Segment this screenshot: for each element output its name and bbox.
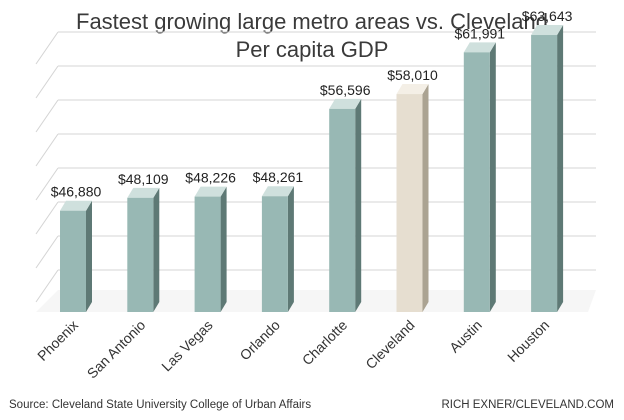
grid-line-slant	[35, 235, 59, 269]
bar	[396, 94, 423, 312]
data-label: $46,880	[51, 184, 102, 200]
data-label: $61,991	[454, 25, 505, 41]
bar-top	[463, 42, 496, 53]
bar-top	[261, 186, 294, 197]
bar	[127, 197, 154, 312]
x-tick-label: Austin	[446, 317, 485, 356]
bar-side	[489, 42, 496, 312]
bar-side	[287, 186, 294, 312]
grid-line-slant	[35, 201, 59, 235]
x-tick-label: San Antonio	[84, 317, 149, 382]
grid-line-slant	[35, 133, 59, 167]
bar-top	[396, 84, 429, 95]
x-tick-label: Charlotte	[299, 317, 351, 369]
grid-line-slant	[35, 99, 59, 133]
bar-side	[557, 25, 564, 312]
bar-side	[153, 187, 160, 312]
bar	[194, 196, 221, 312]
bar-top	[60, 200, 92, 211]
chart-title: Fastest growing large metro areas vs. Cl…	[76, 9, 548, 34]
data-label: $58,010	[387, 67, 438, 83]
bar-side	[220, 186, 227, 312]
data-label: $63,643	[522, 8, 573, 24]
chart-floor	[36, 290, 596, 312]
x-tick-label: Cleveland	[362, 317, 417, 372]
grid-line-slant	[35, 31, 59, 65]
bar-top	[194, 186, 227, 197]
bar-top	[329, 98, 362, 109]
grid-line-slant	[35, 65, 59, 99]
x-tick-label: Las Vegas	[158, 317, 216, 375]
data-label: $48,109	[118, 171, 169, 187]
x-tick-label: Houston	[504, 317, 552, 365]
bar-side	[355, 98, 362, 312]
grid-line-slant	[35, 269, 59, 303]
bar	[261, 196, 288, 312]
grid-line-slant	[35, 167, 59, 201]
bar-top	[531, 25, 564, 36]
bar	[60, 210, 86, 312]
bar-top	[127, 187, 160, 198]
x-tick-label: Phoenix	[34, 317, 81, 364]
x-tick-label: Orlando	[236, 317, 283, 364]
bar-side	[422, 84, 429, 312]
source-note: Source: Cleveland State University Colle…	[9, 399, 312, 411]
bar	[463, 52, 490, 312]
data-label: $56,596	[320, 82, 371, 98]
chart-subtitle: Per capita GDP	[235, 37, 389, 62]
credit-note: RICH EXNER/CLEVELAND.COM	[441, 399, 614, 411]
bar	[531, 35, 558, 312]
bar	[329, 108, 356, 312]
data-label: $48,226	[185, 170, 236, 186]
bar-side	[86, 200, 92, 312]
data-label: $48,261	[253, 169, 304, 185]
